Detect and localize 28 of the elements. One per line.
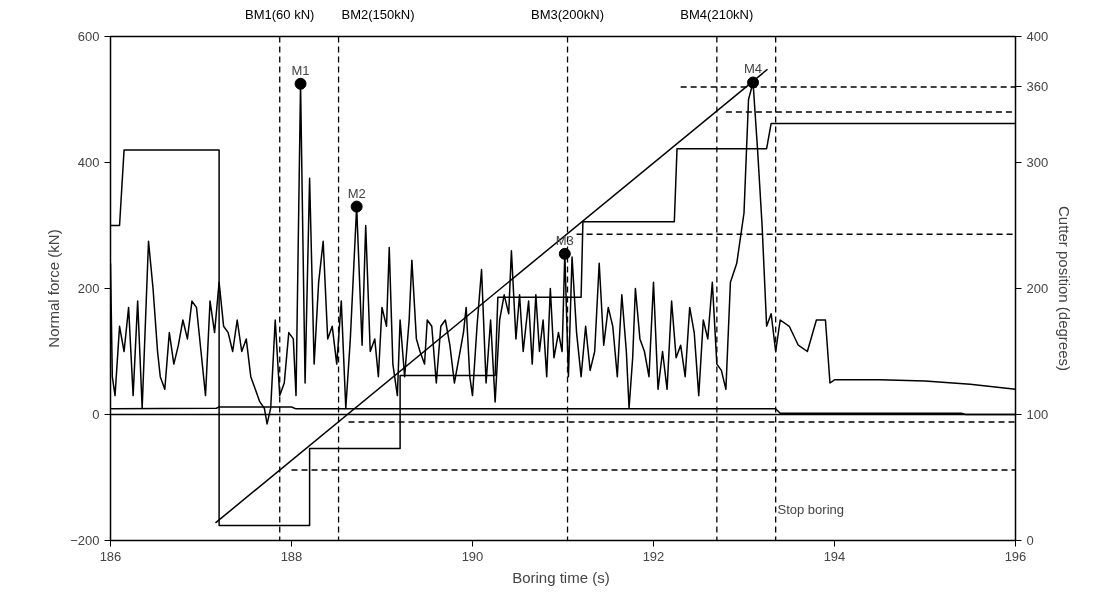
annotation: M1 — [291, 62, 310, 78]
y-tick-label: 0 — [92, 407, 100, 422]
annotation: M4 — [744, 61, 763, 77]
ref-line-label: BM1(60 kN) — [245, 7, 315, 22]
x-tick-label: 186 — [99, 548, 122, 564]
y2-axis-title: Cutter position (degrees) — [1056, 205, 1074, 372]
y-tick-label: 600 — [77, 29, 100, 44]
y2-tick-label: 400 — [1026, 29, 1049, 44]
y2-tick-label: 360 — [1026, 79, 1049, 95]
x-tick-label: 194 — [823, 548, 846, 564]
y2-tick-label: 0 — [1026, 533, 1034, 548]
ref-line-label: BM2(150kN) — [341, 7, 415, 22]
ref-line-label: BM4(210kN) — [680, 7, 754, 22]
y-tick-label: 400 — [77, 155, 100, 170]
y-tick-label: 200 — [77, 281, 100, 296]
x-tick-label: 188 — [280, 548, 303, 564]
y2-tick-label: 100 — [1026, 407, 1049, 422]
x-tick-label: 190 — [461, 548, 484, 564]
y-axis-title: Normal force (kN) — [45, 229, 63, 348]
ref-line-label: BM3(200kN) — [531, 7, 605, 22]
x-tick-label: 192 — [642, 548, 665, 564]
y2-tick-label: 300 — [1026, 155, 1049, 170]
annotation: M2 — [347, 185, 366, 201]
annotation: Stop boring — [777, 501, 844, 517]
x-axis-title: Boring time (s) — [512, 568, 610, 586]
y2-tick-label: 200 — [1026, 281, 1049, 296]
x-tick-label: 196 — [1004, 548, 1027, 564]
y-tick-label: −200 — [70, 533, 100, 548]
